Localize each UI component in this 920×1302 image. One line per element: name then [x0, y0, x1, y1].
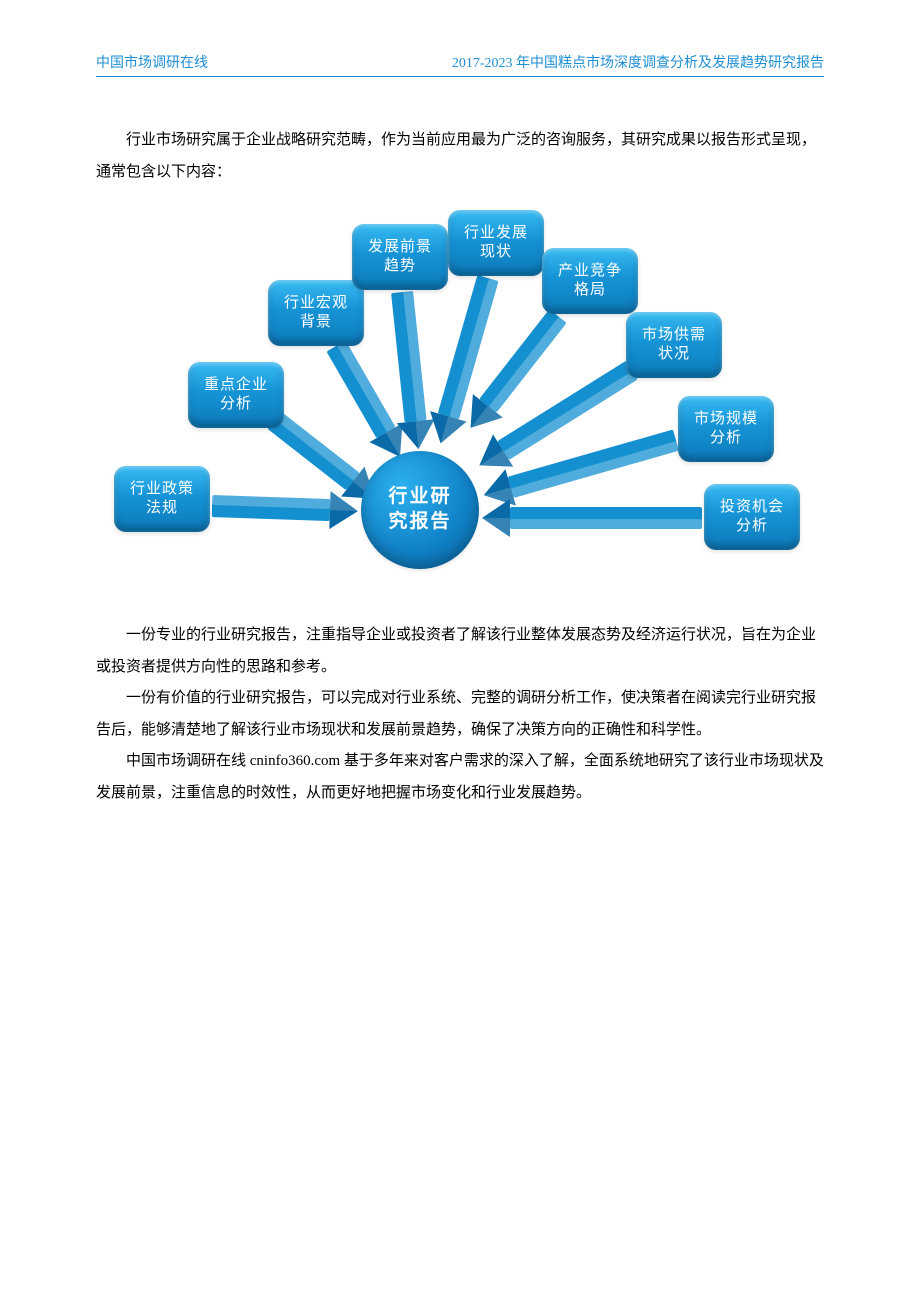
- intro-text: 行业市场研究属于企业战略研究范畴，作为当前应用最为广泛的咨询服务，其研究成果以报…: [96, 125, 824, 188]
- paragraph-2: 一份有价值的行业研究报告，可以完成对行业系统、完整的调研分析工作，使决策者在阅读…: [96, 683, 824, 746]
- header-right: 2017-2023 年中国糕点市场深度调查分析及发展趋势研究报告: [452, 52, 824, 72]
- node-keyco: 重点企业 分析: [188, 362, 284, 428]
- intro-paragraph: 行业市场研究属于企业战略研究范畴，作为当前应用最为广泛的咨询服务，其研究成果以报…: [96, 125, 824, 188]
- paragraph-1: 一份专业的行业研究报告，注重指导企业或投资者了解该行业整体发展态势及经济运行状况…: [96, 620, 824, 683]
- header-left: 中国市场调研在线: [96, 52, 208, 72]
- node-policy: 行业政策 法规: [114, 466, 210, 532]
- page-header: 中国市场调研在线 2017-2023 年中国糕点市场深度调查分析及发展趋势研究报…: [0, 52, 920, 72]
- body-paragraphs: 一份专业的行业研究报告，注重指导企业或投资者了解该行业整体发展态势及经济运行状况…: [96, 620, 824, 809]
- center-node: 行业研 究报告: [361, 451, 479, 569]
- header-underline: [96, 76, 824, 77]
- node-supply: 市场供需 状况: [626, 312, 722, 378]
- radial-diagram: 行业研 究报告 行业政策 法规 重点企业 分析 行业宏观 背景发展前景 趋势行业发展 …: [96, 210, 824, 570]
- node-invest: 投资机会 分析: [704, 484, 800, 550]
- node-compete: 产业竞争 格局: [542, 248, 638, 314]
- paragraph-3: 中国市场调研在线 cninfo360.com 基于多年来对客户需求的深入了解，全…: [96, 746, 824, 809]
- arrow-invest: [482, 499, 702, 537]
- node-macro: 行业宏观 背景: [268, 280, 364, 346]
- node-status: 行业发展 现状: [448, 210, 544, 276]
- node-prospect: 发展前景 趋势: [352, 224, 448, 290]
- node-scale: 市场规模 分析: [678, 396, 774, 462]
